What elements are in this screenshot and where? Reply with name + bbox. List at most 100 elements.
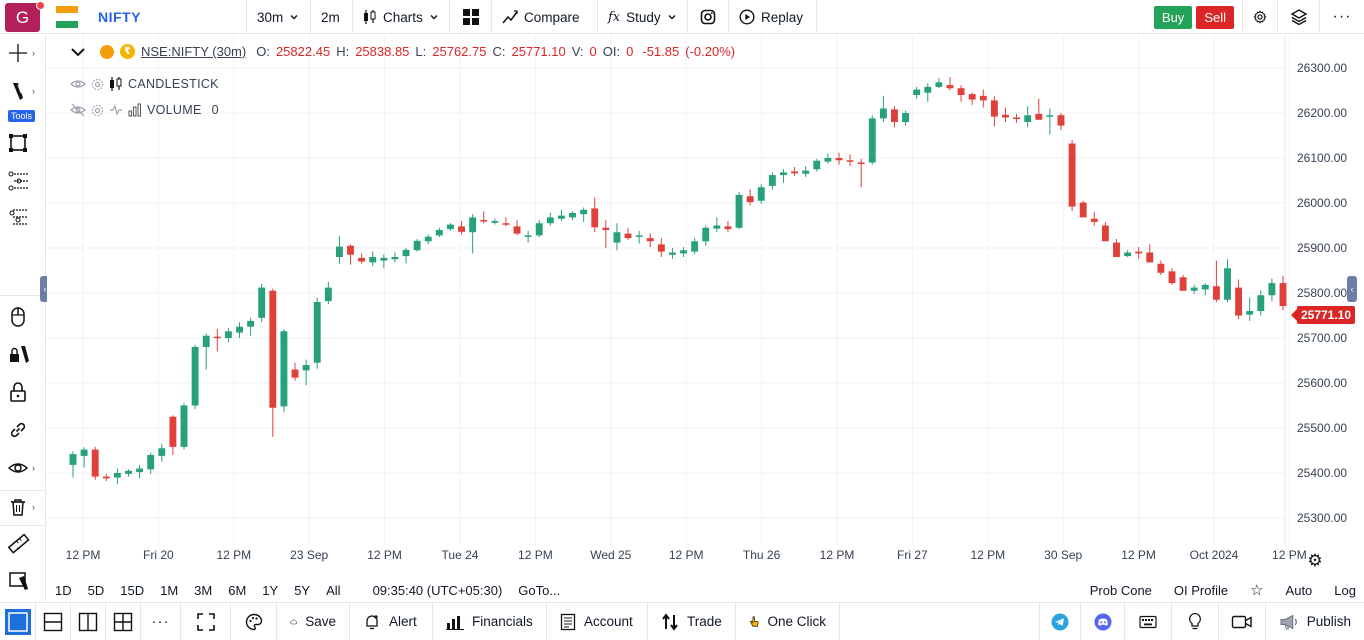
theme-button[interactable]: [231, 603, 277, 640]
candle: [746, 189, 754, 206]
link-tool[interactable]: [8, 416, 40, 444]
high-value: 25838.85: [355, 44, 410, 59]
axis-settings-gear-icon[interactable]: ⚙: [1307, 551, 1322, 570]
right-panel-collapse-handle[interactable]: ‹: [1347, 276, 1357, 302]
alert-button[interactable]: Alert: [350, 603, 433, 640]
rectangle-tool[interactable]: [8, 129, 40, 157]
fib-tool[interactable]: [8, 167, 40, 195]
sell-button[interactable]: Sell: [1196, 5, 1234, 29]
visibility-tool[interactable]: ›: [8, 454, 40, 482]
range-all[interactable]: All: [326, 582, 341, 598]
eye-icon[interactable]: [70, 78, 86, 90]
candle-body: [813, 160, 821, 170]
interval-2m-button[interactable]: 2m: [311, 0, 353, 34]
collapse-chevron-icon[interactable]: [70, 46, 86, 58]
star-icon[interactable]: ☆: [1250, 582, 1264, 599]
range-1d[interactable]: 1D: [55, 582, 72, 598]
replay-button[interactable]: Replay: [729, 0, 817, 34]
change-value: -51.85: [642, 44, 680, 59]
candle-body: [1002, 114, 1009, 118]
log-scale-button[interactable]: Log: [1334, 582, 1356, 598]
candle-body: [546, 217, 554, 224]
study-button[interactable]: fx Study: [598, 0, 688, 34]
fullscreen-button[interactable]: [181, 603, 231, 640]
candle-body: [191, 347, 199, 406]
range-1m[interactable]: 1M: [160, 582, 179, 598]
prob-cone-button[interactable]: Prob Cone: [1089, 582, 1152, 598]
eye-off-icon[interactable]: [70, 103, 86, 117]
candle-body: [1179, 277, 1187, 291]
tools-badge[interactable]: Tools: [8, 110, 36, 122]
legend-symbol[interactable]: NSE:NIFTY (30m): [141, 44, 247, 59]
price-chart[interactable]: 26300.00 26200.00 26100.00 26000.00 25900.00…: [47, 35, 1347, 578]
settings-button[interactable]: [1242, 0, 1278, 34]
range-6m[interactable]: 6M: [228, 582, 247, 598]
x-axis-tick-label: 12 PM: [367, 548, 402, 562]
discord-icon: [1094, 613, 1111, 630]
candle-body: [891, 109, 898, 122]
screenshot-tool[interactable]: [8, 567, 40, 595]
candle-body: [879, 108, 887, 119]
ideas-button[interactable]: [1172, 603, 1219, 640]
range-3m[interactable]: 3M: [194, 582, 213, 598]
lock-tool[interactable]: [8, 378, 40, 406]
candle: [69, 451, 77, 478]
pencil-tool[interactable]: ›: [8, 77, 40, 105]
candle-body: [1135, 251, 1143, 254]
auto-scale-button[interactable]: Auto: [1285, 582, 1313, 598]
x-axis-tick-label: 12 PM: [970, 548, 1005, 562]
layout-grid-button[interactable]: [450, 0, 492, 34]
range-15d[interactable]: 15D: [120, 582, 145, 598]
gear-icon[interactable]: [91, 78, 104, 91]
quad-split-button[interactable]: [106, 603, 141, 640]
symbol-name[interactable]: NIFTY: [98, 9, 141, 25]
interval-select[interactable]: 30m: [247, 0, 311, 34]
vertical-split-button[interactable]: [71, 603, 106, 640]
delete-tool[interactable]: ›: [8, 493, 40, 521]
oi-profile-button[interactable]: OI Profile: [1173, 582, 1229, 598]
video-button[interactable]: [1219, 603, 1266, 640]
candle-body: [1101, 225, 1109, 242]
range-5d[interactable]: 5D: [87, 582, 105, 598]
chevron-right-icon: ›: [32, 502, 35, 512]
save-button[interactable]: Save: [277, 603, 350, 640]
ruler-tool[interactable]: [8, 530, 40, 558]
goto-button[interactable]: GoTo...: [518, 582, 561, 598]
magnet-tool[interactable]: [8, 303, 40, 331]
more-options-button[interactable]: ···: [1320, 0, 1364, 34]
range-1y[interactable]: 1Y: [262, 582, 279, 598]
candle-body: [213, 336, 221, 339]
candle: [902, 110, 910, 126]
more-layouts-button[interactable]: ···: [141, 603, 181, 640]
layers-button[interactable]: [1278, 0, 1320, 34]
instagram-button[interactable]: [688, 0, 729, 34]
pattern-tool[interactable]: [8, 203, 40, 231]
discord-button[interactable]: [1081, 603, 1125, 640]
lock-drawing-tool[interactable]: [8, 340, 40, 368]
candle-body: [990, 100, 998, 117]
account-button[interactable]: Account: [547, 603, 648, 640]
left-panel-collapse-handle[interactable]: ‹: [40, 276, 50, 302]
candle-body: [913, 89, 921, 95]
keyboard-button[interactable]: [1125, 603, 1172, 640]
telegram-button[interactable]: [1039, 603, 1081, 640]
publish-button[interactable]: Publish: [1266, 603, 1364, 640]
app-logo[interactable]: G: [5, 3, 40, 32]
horizontal-split-button[interactable]: [36, 603, 71, 640]
trade-button[interactable]: Trade: [648, 603, 736, 640]
financials-button[interactable]: Financials: [433, 603, 547, 640]
buy-button[interactable]: Buy: [1153, 5, 1193, 29]
instagram-icon: [700, 9, 716, 25]
candle: [291, 362, 299, 381]
candle-body: [535, 223, 543, 236]
gear-icon[interactable]: [91, 104, 104, 117]
range-5y[interactable]: 5Y: [294, 582, 311, 598]
x-axis-tick-label: 12 PM: [66, 548, 101, 562]
one-click-button[interactable]: One Click: [736, 603, 840, 640]
charts-button[interactable]: Charts: [353, 0, 450, 34]
compare-button[interactable]: Compare: [492, 0, 598, 34]
candle-body: [369, 257, 377, 263]
function-fx-icon: fx: [608, 9, 621, 25]
single-layout-button[interactable]: [0, 603, 36, 640]
crosshair-tool[interactable]: ›: [8, 39, 40, 67]
